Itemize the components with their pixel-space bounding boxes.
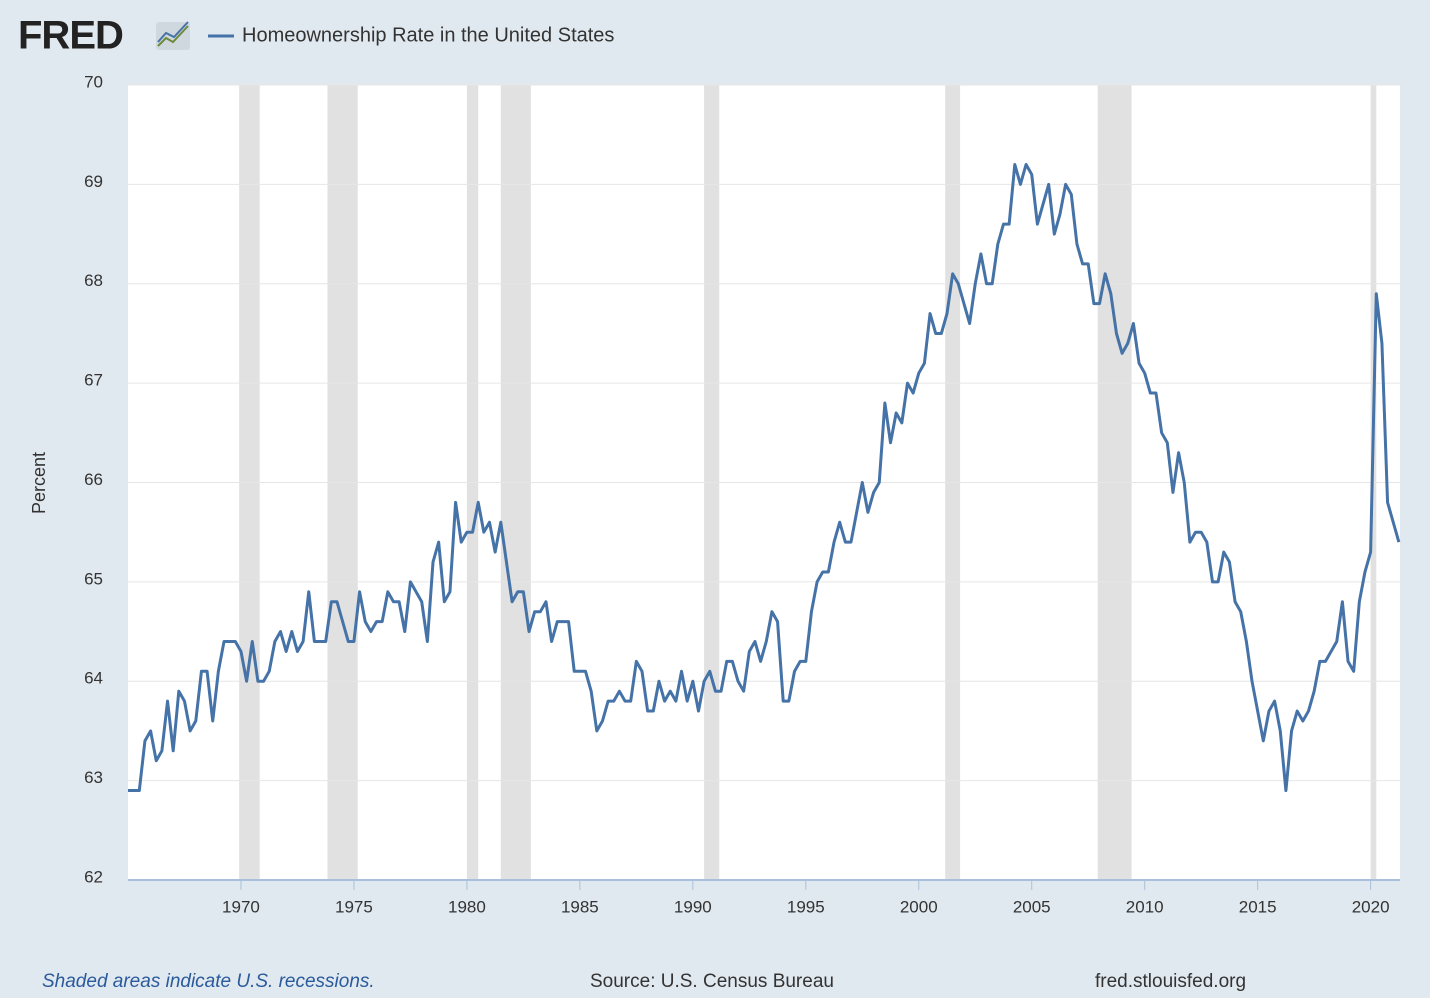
y-tick-label: 68 [84, 271, 103, 290]
y-tick-label: 66 [84, 470, 103, 489]
x-tick-label: 1990 [674, 897, 712, 916]
y-tick-label: 64 [84, 669, 103, 688]
y-tick-label: 62 [84, 867, 103, 886]
y-tick-label: 70 [84, 72, 103, 91]
source: Source: U.S. Census Bureau [590, 971, 834, 992]
x-tick-label: 1980 [448, 897, 486, 916]
logo: FRED [18, 14, 123, 58]
x-tick-label: 1970 [222, 897, 260, 916]
x-tick-label: 1985 [561, 897, 599, 916]
x-tick-label: 2015 [1239, 897, 1277, 916]
y-tick-label: 69 [84, 172, 103, 191]
x-tick-label: 2005 [1013, 897, 1051, 916]
website: fred.stlouisfed.org [1095, 971, 1246, 992]
x-tick-label: 2010 [1126, 897, 1164, 916]
x-tick-label: 1995 [787, 897, 825, 916]
legend-label: Homeownership Rate in the United States [242, 24, 614, 46]
y-tick-label: 63 [84, 768, 103, 787]
x-tick-label: 2020 [1352, 897, 1390, 916]
recession-note: Shaded areas indicate U.S. recessions. [42, 971, 375, 992]
y-tick-label: 65 [84, 569, 103, 588]
x-tick-label: 2000 [900, 897, 938, 916]
y-tick-label: 67 [84, 371, 103, 390]
logo-icon [156, 21, 190, 50]
x-tick-label: 1975 [335, 897, 373, 916]
y-axis-label: Percent [29, 452, 49, 514]
data-line [128, 163, 1401, 793]
